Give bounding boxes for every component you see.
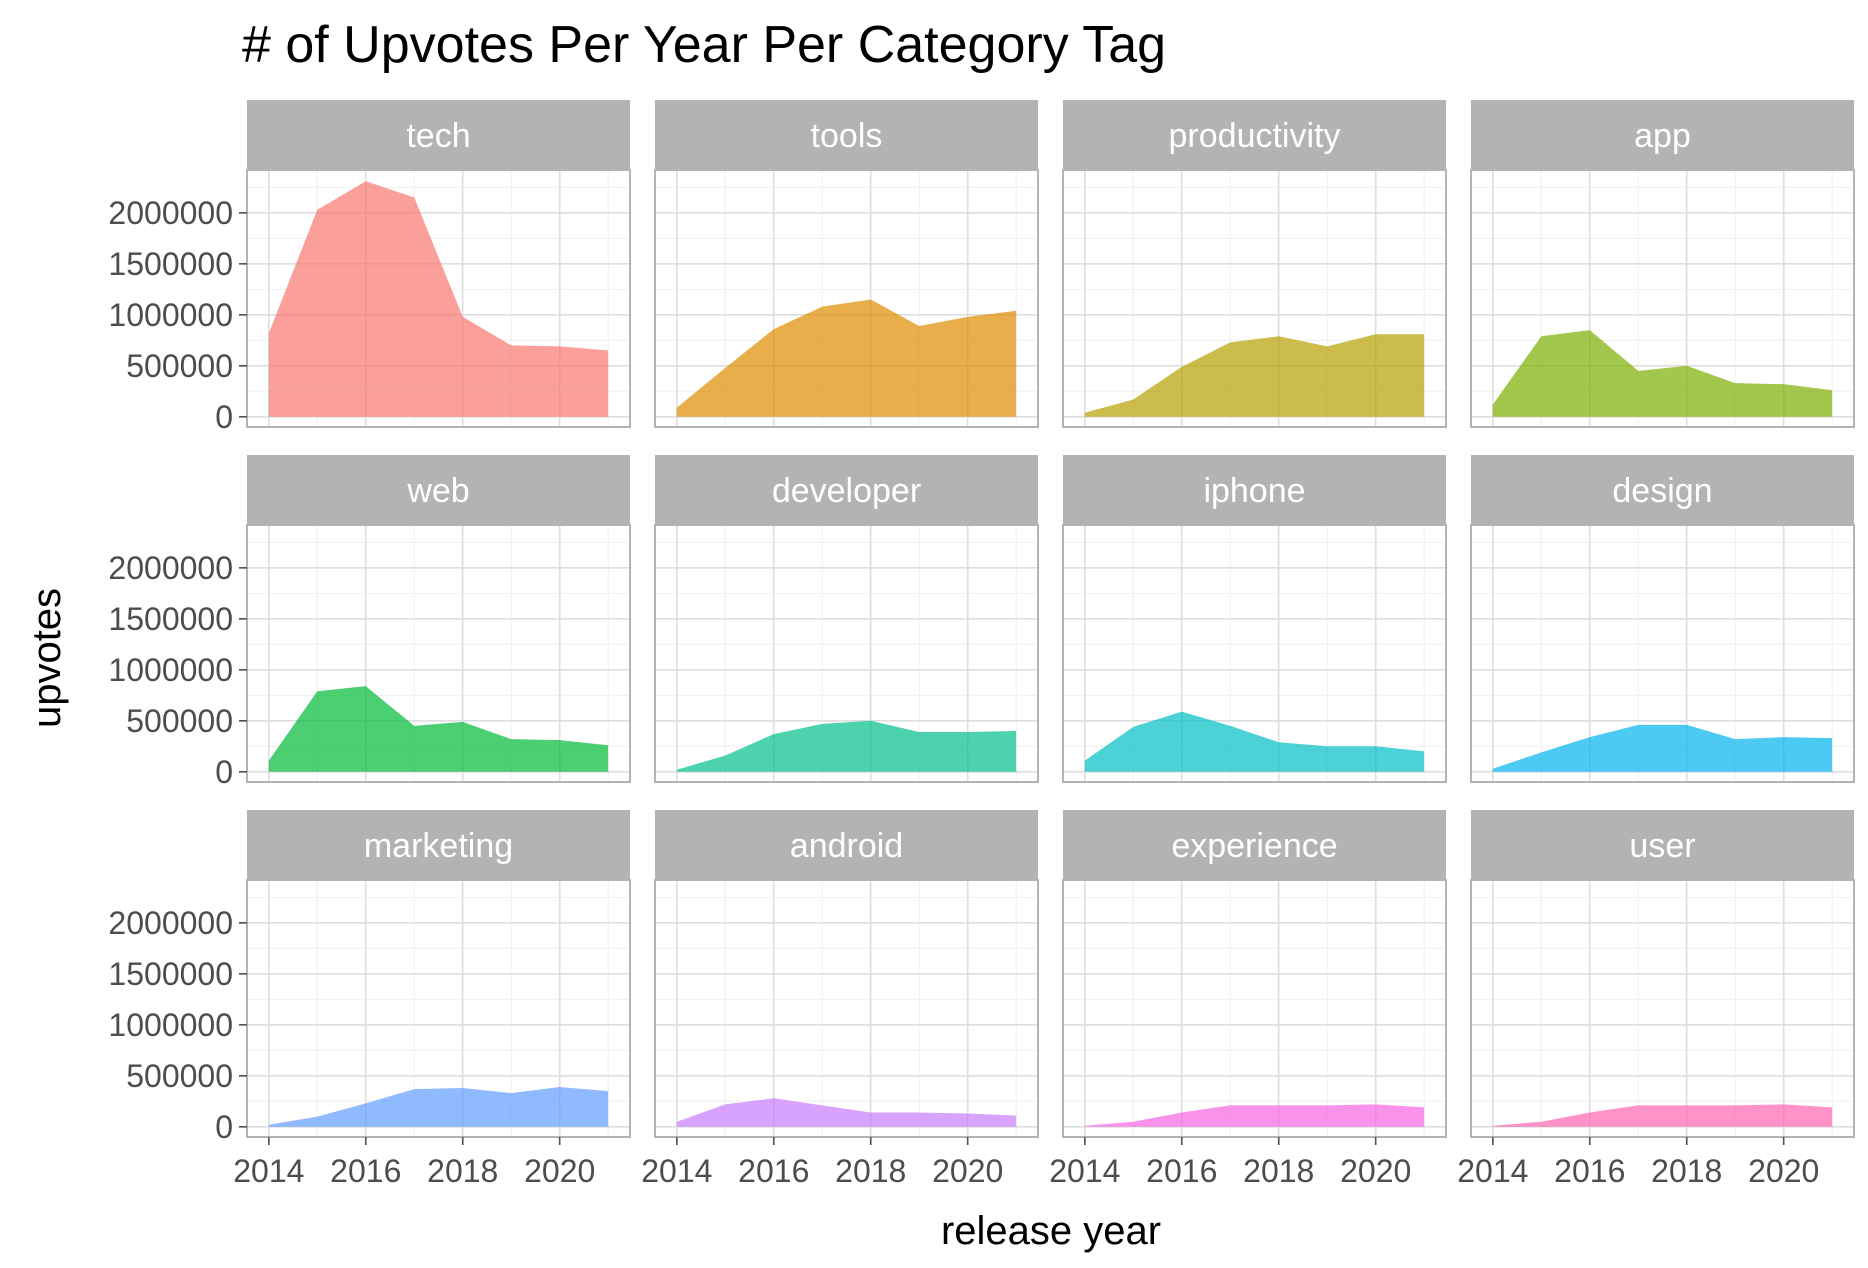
facet-strip-label: app <box>1634 117 1691 155</box>
y-tick-label: 1000000 <box>108 297 233 333</box>
facet-strip <box>1063 100 1446 170</box>
facet-tools: tools <box>654 100 1039 428</box>
y-tick-label: 0 <box>215 399 233 435</box>
panel-border <box>1470 169 1855 428</box>
x-tick-label: 2016 <box>1146 1153 1217 1189</box>
area-web <box>268 686 609 772</box>
y-tick-label: 0 <box>215 754 233 790</box>
panel-border <box>654 169 1039 428</box>
area-user <box>1492 1104 1833 1127</box>
x-tick-label: 2014 <box>1049 1153 1120 1189</box>
area-marketing <box>268 1087 609 1127</box>
y-tick-label: 500000 <box>126 1058 233 1094</box>
facet-strip-label: experience <box>1171 827 1337 865</box>
facet-marketing: marketing 0 500000 1000000 1500000 2000000 201… <box>108 810 631 1189</box>
facet-strip <box>655 455 1038 525</box>
y-tick-label: 2000000 <box>108 905 233 941</box>
x-tick-label: 2020 <box>1748 1153 1819 1189</box>
x-tick-label: 2018 <box>1243 1153 1314 1189</box>
panel-border <box>1470 879 1855 1138</box>
facet-strip <box>1063 455 1446 525</box>
panel-border <box>246 879 631 1138</box>
facet-panels: tech 0 500000 1000000 1500000 2000000 tools pro… <box>108 100 1855 1189</box>
panel-border <box>1062 524 1447 783</box>
y-tick-label: 500000 <box>126 703 233 739</box>
y-tick-label: 500000 <box>126 348 233 384</box>
panel-border <box>246 524 631 783</box>
panel-border <box>654 879 1039 1138</box>
facet-strip-label: web <box>406 472 469 510</box>
facet-strip <box>1063 810 1446 880</box>
facet-strip-label: tech <box>406 117 470 155</box>
facet-android: android 2014 2016 2018 2020 <box>641 810 1039 1189</box>
y-tick-label: 2000000 <box>108 550 233 586</box>
x-tick-label: 2014 <box>1457 1153 1528 1189</box>
panel-border <box>1062 879 1447 1138</box>
facet-strip-label: design <box>1612 472 1712 510</box>
facet-strip-label: tools <box>811 117 883 155</box>
panel-border <box>1062 169 1447 428</box>
facet-strip-label: developer <box>772 472 921 510</box>
x-tick-label: 2014 <box>233 1153 304 1189</box>
facet-strip <box>1471 100 1854 170</box>
area-android <box>676 1098 1017 1127</box>
area-tech <box>268 181 609 417</box>
facet-productivity: productivity <box>1062 100 1447 428</box>
x-tick-label: 2020 <box>932 1153 1003 1189</box>
facet-strip <box>655 100 1038 170</box>
y-tick-label: 1500000 <box>108 246 233 282</box>
area-design <box>1492 724 1833 772</box>
area-experience <box>1084 1104 1425 1127</box>
panel-border <box>654 524 1039 783</box>
y-axis-title: upvotes <box>25 588 69 728</box>
x-tick-label: 2020 <box>524 1153 595 1189</box>
x-tick-label: 2014 <box>641 1153 712 1189</box>
facet-experience: experience 2014 2016 2018 2020 <box>1049 810 1447 1189</box>
facet-app: app <box>1470 100 1855 428</box>
x-tick-label: 2018 <box>835 1153 906 1189</box>
facet-user: user 2014 2016 2018 2020 <box>1457 810 1855 1189</box>
x-tick-label: 2016 <box>738 1153 809 1189</box>
facet-strip <box>247 455 630 525</box>
facet-strip <box>247 810 630 880</box>
facet-strip-label: marketing <box>364 827 513 865</box>
facet-strip <box>1471 810 1854 880</box>
x-tick-label: 2016 <box>1554 1153 1625 1189</box>
x-tick-label: 2016 <box>330 1153 401 1189</box>
panel-border <box>246 169 631 428</box>
panel-background <box>655 880 1038 1137</box>
panel-background <box>1063 880 1446 1137</box>
facet-design: design <box>1470 455 1855 783</box>
y-tick-label: 2000000 <box>108 195 233 231</box>
facet-strip-label: user <box>1629 827 1695 865</box>
facet-web: web 0 500000 1000000 1500000 2000000 <box>108 455 631 790</box>
y-tick-label: 1500000 <box>108 601 233 637</box>
area-tools <box>676 299 1017 417</box>
x-axis-title: release year <box>941 1209 1161 1253</box>
facet-tech: tech 0 500000 1000000 1500000 2000000 <box>108 100 631 435</box>
facet-iphone: iphone <box>1062 455 1447 783</box>
area-iphone <box>1084 711 1425 772</box>
chart-title: # of Upvotes Per Year Per Category Tag <box>242 16 1166 74</box>
facet-strip-label: productivity <box>1169 117 1341 155</box>
x-tick-label: 2018 <box>1651 1153 1722 1189</box>
x-tick-label: 2018 <box>427 1153 498 1189</box>
y-tick-label: 1500000 <box>108 956 233 992</box>
facet-strip <box>1471 455 1854 525</box>
area-productivity <box>1084 334 1425 417</box>
panel-border <box>1470 524 1855 783</box>
facet-strip-label: android <box>790 827 903 865</box>
facet-strip <box>247 100 630 170</box>
area-developer <box>676 720 1017 772</box>
y-tick-label: 0 <box>215 1109 233 1145</box>
panel-background <box>1471 880 1854 1137</box>
y-tick-label: 1000000 <box>108 652 233 688</box>
area-app <box>1492 330 1833 417</box>
y-tick-label: 1000000 <box>108 1007 233 1043</box>
x-tick-label: 2020 <box>1340 1153 1411 1189</box>
facet-strip <box>655 810 1038 880</box>
facet-strip-label: iphone <box>1203 472 1305 510</box>
facet-developer: developer <box>654 455 1039 783</box>
